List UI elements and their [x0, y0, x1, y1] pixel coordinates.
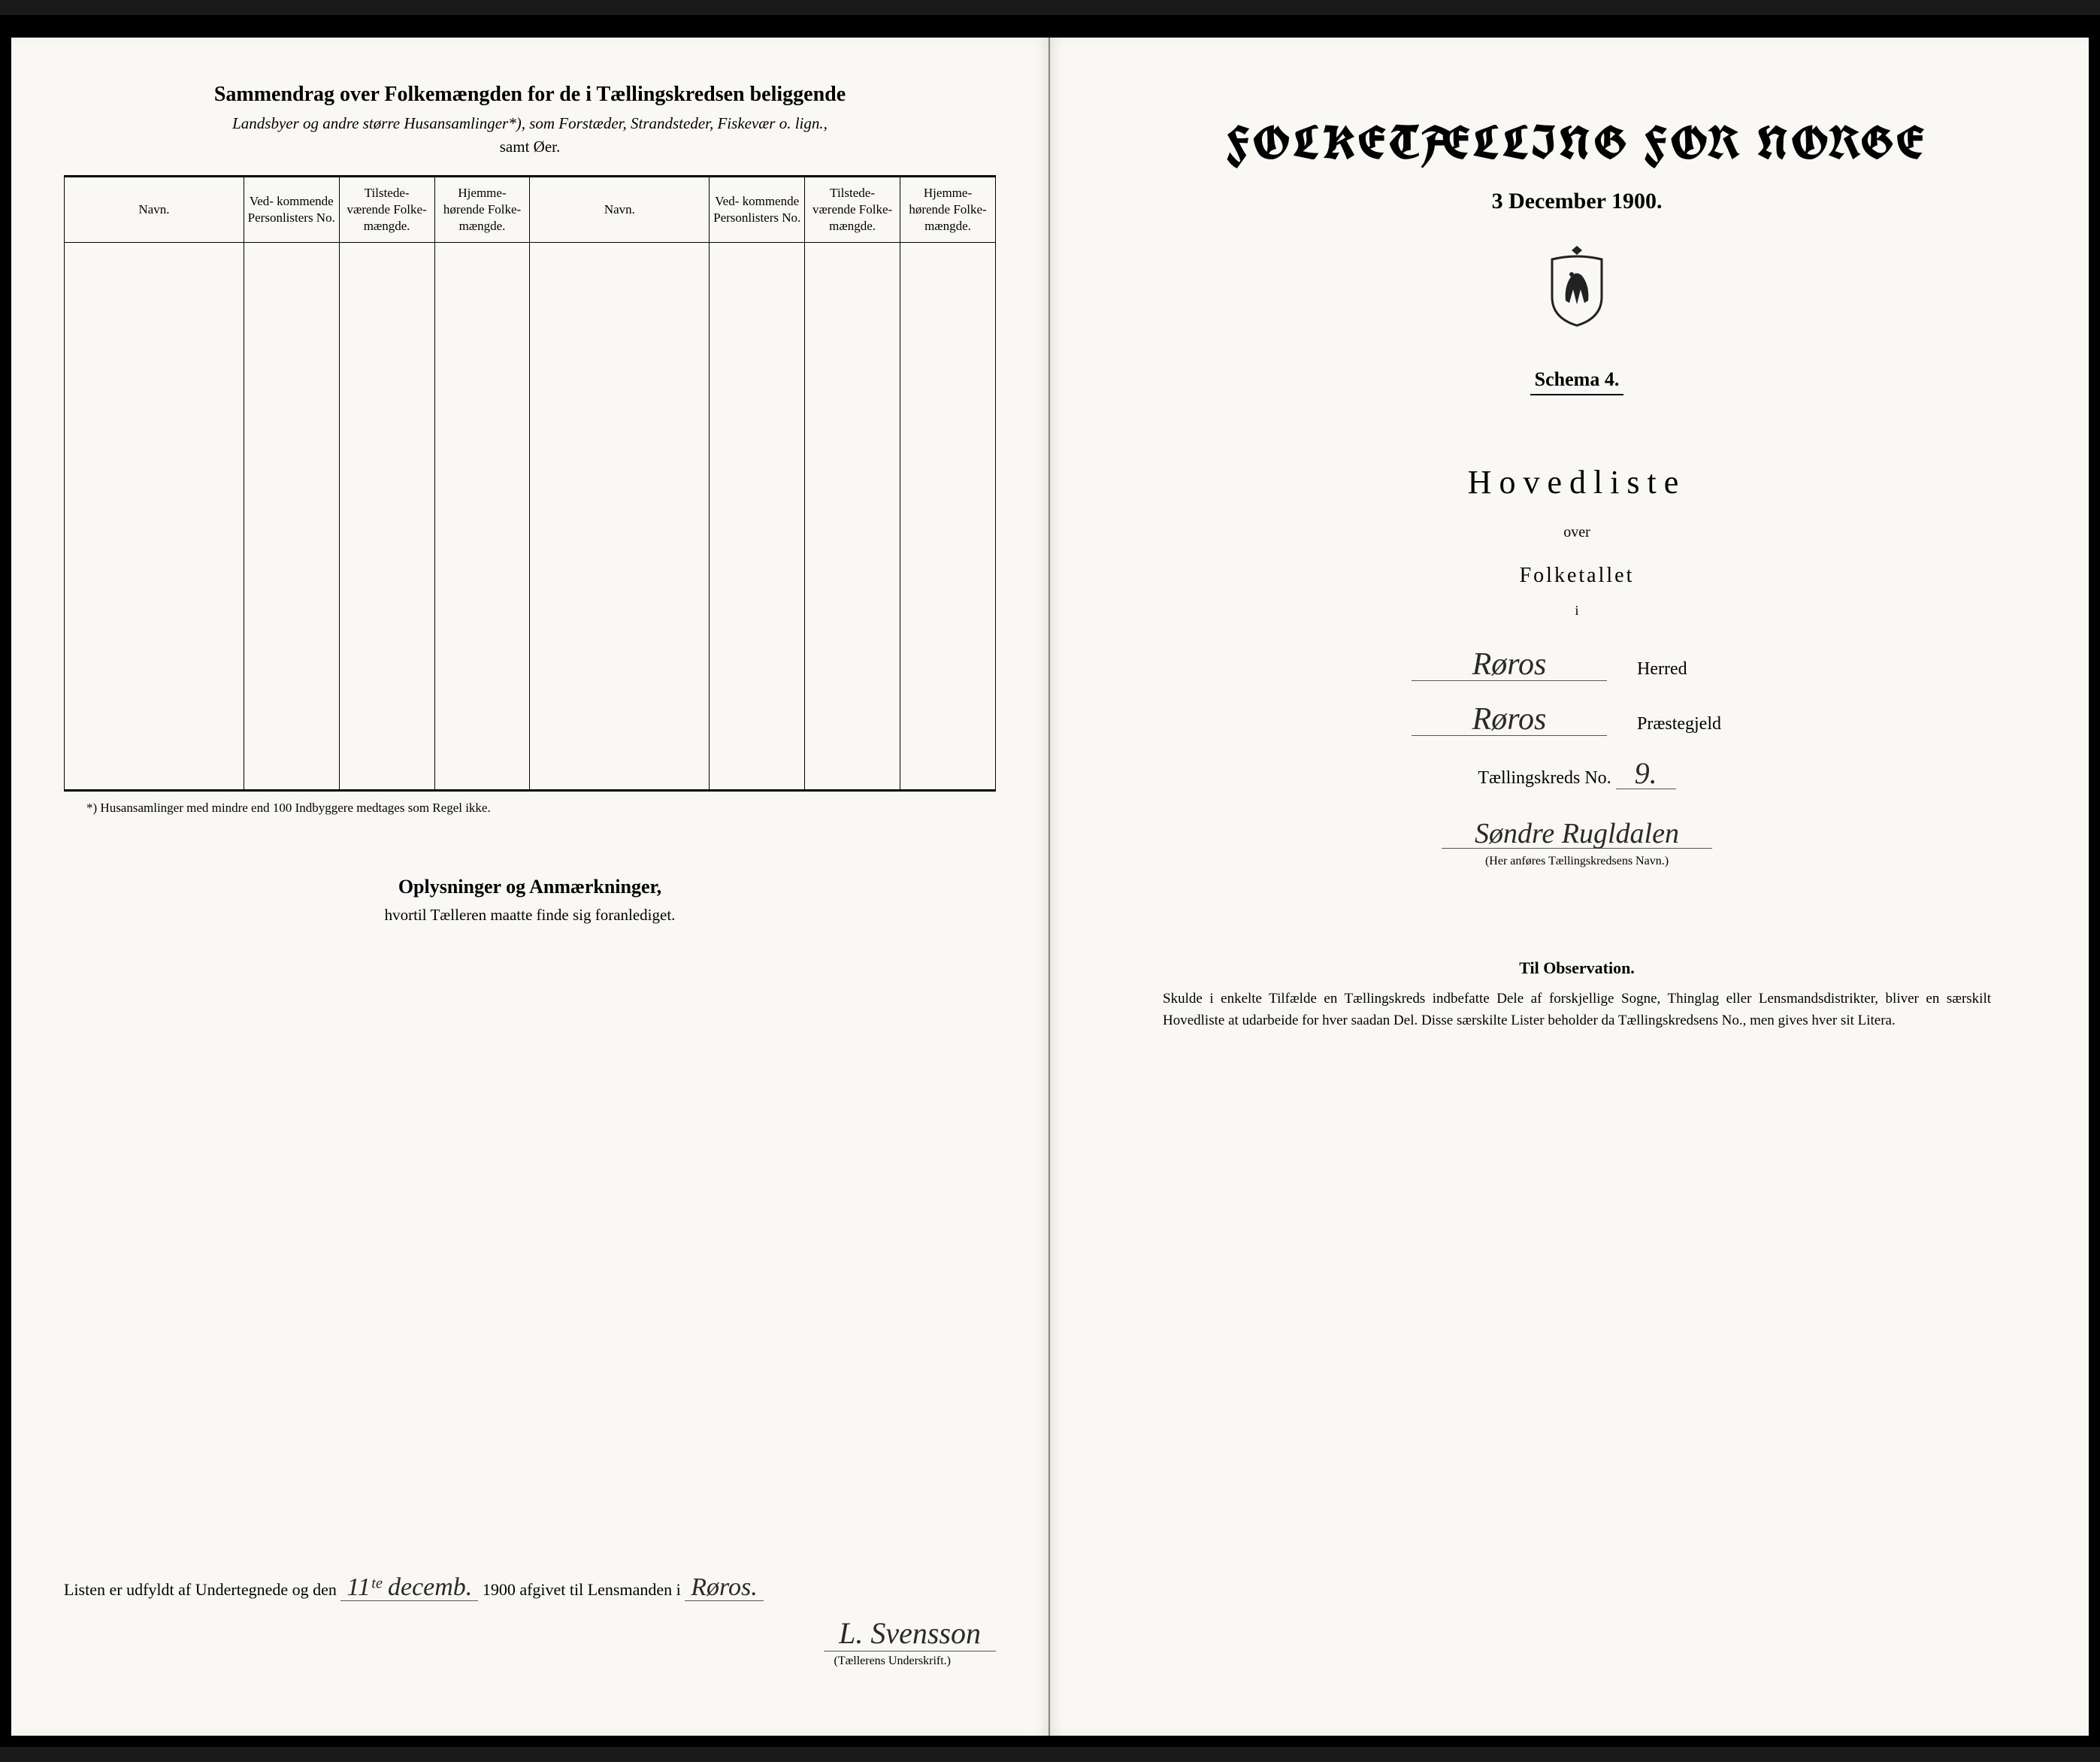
handwritten-place: Røros.	[685, 1575, 763, 1601]
census-title: FOLKETÆLLING FOR NORGE	[1148, 113, 2006, 174]
completion-line: Listen er udfyldt af Undertegnede og den…	[64, 1572, 996, 1608]
schema-label: Schema 4.	[1530, 368, 1624, 395]
col-vedk-1: Ved- kommende Personlisters No.	[244, 177, 339, 243]
hovedliste: Hovedliste	[1148, 463, 2006, 501]
remarks-title: Oplysninger og Anmærkninger,	[64, 876, 996, 898]
col-tilstede-1: Tilstede- værende Folke- mængde.	[339, 177, 434, 243]
kreds-name: Søndre Rugldalen	[1442, 819, 1712, 849]
line-mid: afgivet til Lensmanden i	[519, 1580, 680, 1599]
over-label: over	[1148, 524, 2006, 541]
observation-body: Skulde i enkelte Tilfælde en Tællingskre…	[1148, 988, 2006, 1031]
col-vedk-2: Ved- kommende Personlisters No.	[710, 177, 805, 243]
folketallet: Folketallet	[1148, 564, 2006, 588]
herred-row: Røros Herred	[1148, 649, 2006, 681]
remarks-sub: hvortil Tælleren maatte finde sig foranl…	[64, 906, 996, 925]
kreds-no: 9.	[1616, 758, 1676, 789]
praeste-label: Præstegjeld	[1637, 714, 1742, 734]
kreds-label: Tællingskreds No.	[1478, 768, 1611, 788]
scan-artifact-top	[0, 15, 2100, 38]
scan-frame: Sammendrag over Folkemængden for de i Tæ…	[0, 15, 2100, 1747]
i-label: i	[1148, 603, 2006, 619]
herred-value: Røros	[1412, 649, 1607, 681]
signature-block: L. Svensson	[64, 1615, 996, 1651]
col-hjemme-2: Hjemme- hørende Folke- mængde.	[900, 177, 996, 243]
right-content: FOLKETÆLLING FOR NORGE 3 December 1900. …	[1148, 113, 2006, 1031]
left-bottom-block: Listen er udfyldt af Undertegnede og den…	[64, 1572, 996, 1698]
praestegjeld-row: Røros Præstegjeld	[1148, 704, 2006, 736]
summary-table: Navn. Ved- kommende Personlisters No. Ti…	[64, 175, 996, 792]
kreds-caption: (Her anføres Tællingskredsens Navn.)	[1148, 855, 2006, 868]
right-page: FOLKETÆLLING FOR NORGE 3 December 1900. …	[1050, 38, 2089, 1736]
observation-title: Til Observation.	[1148, 958, 2006, 978]
col-tilstede-2: Tilstede- værende Folke- mængde.	[805, 177, 900, 243]
left-subtitle: Landsbyer og andre større Husansamlinger…	[64, 114, 996, 133]
kreds-no-row: Tællingskreds No. 9.	[1148, 758, 2006, 789]
coat-of-arms-icon	[1543, 244, 1611, 327]
line-year: 1900	[483, 1580, 516, 1599]
census-date: 3 December 1900.	[1148, 189, 2006, 214]
table-row	[65, 243, 996, 791]
herred-label: Herred	[1637, 659, 1742, 680]
left-subtitle2: samt Øer.	[64, 138, 996, 156]
col-hjemme-1: Hjemme- hørende Folke- mængde.	[434, 177, 530, 243]
col-navn-2: Navn.	[530, 177, 710, 243]
book-spread: Sammendrag over Folkemængden for de i Tæ…	[11, 38, 2089, 1736]
left-title: Sammendrag over Folkemængden for de i Tæ…	[64, 83, 996, 107]
col-navn-1: Navn.	[65, 177, 244, 243]
signature-caption: (Tællerens Underskrift.)	[64, 1655, 996, 1668]
praeste-value: Røros	[1412, 704, 1607, 736]
handwritten-date: 11ᵗᵉ decemb.	[340, 1575, 478, 1601]
left-page: Sammendrag over Folkemængden for de i Tæ…	[11, 38, 1050, 1736]
signature: L. Svensson	[824, 1615, 996, 1651]
line-pre: Listen er udfyldt af Undertegnede og den	[64, 1580, 337, 1599]
footnote: *) Husansamlinger med mindre end 100 Ind…	[64, 801, 996, 816]
kreds-name-row: Søndre Rugldalen	[1148, 819, 2006, 849]
